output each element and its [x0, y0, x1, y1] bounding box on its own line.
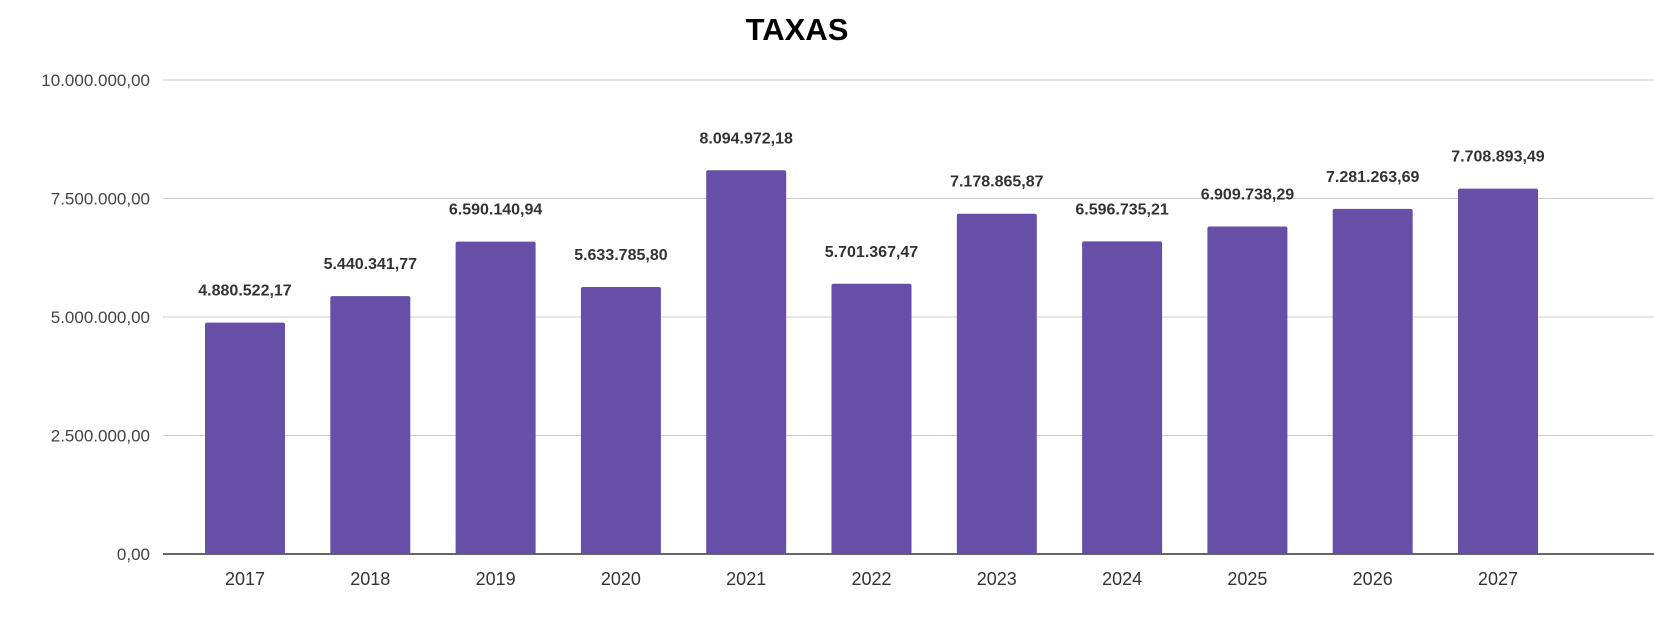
y-tick-label: 5.000.000,00 [51, 308, 150, 327]
data-label-2018: 5.440.341,77 [324, 256, 418, 273]
data-label-2026: 7.281.263,69 [1326, 169, 1420, 186]
bar-2022 [831, 283, 912, 554]
data-label-2017: 4.880.522,17 [198, 283, 292, 300]
bar-2018 [330, 296, 411, 554]
data-label-2022: 5.701.367,47 [825, 244, 919, 261]
data-label-2020: 5.633.785,80 [574, 247, 668, 264]
x-tick-label: 2020 [601, 569, 641, 589]
bars [205, 170, 1538, 555]
bar-2024 [1082, 241, 1163, 554]
data-label-2019: 6.590.140,94 [449, 202, 543, 219]
bar-2021 [706, 170, 787, 554]
y-axis-tick-labels: 0,00 2.500.000,00 5.000.000,00 7.500.000,00… [41, 71, 150, 564]
bar-2023 [956, 213, 1037, 555]
x-tick-label: 2023 [977, 569, 1017, 589]
data-label-2024: 6.596.735,21 [1075, 201, 1169, 218]
data-label-2023: 7.178.865,87 [950, 174, 1044, 191]
x-tick-label: 2027 [1478, 569, 1518, 589]
bar-2019 [455, 241, 536, 554]
x-tick-label: 2024 [1102, 569, 1142, 589]
x-tick-label: 2022 [851, 569, 891, 589]
data-label-2027: 7.708.893,49 [1451, 149, 1545, 166]
bar-2020 [580, 286, 661, 554]
bar-2017 [205, 322, 285, 554]
x-axis-tick-labels: 2017 2018 2019 2020 2021 2022 2023 2024 2025 2026… [225, 569, 1518, 589]
y-tick-label: 10.000.000,00 [41, 71, 150, 90]
bar-2025 [1207, 226, 1288, 555]
bar-2027 [1458, 188, 1538, 554]
chart-title: TAXAS [746, 12, 849, 47]
x-tick-label: 2021 [726, 569, 766, 589]
y-tick-label: 7.500.000,00 [51, 190, 150, 209]
x-tick-label: 2017 [225, 569, 265, 589]
y-tick-label: 2.500.000,00 [51, 427, 150, 446]
x-tick-label: 2025 [1227, 569, 1267, 589]
x-tick-label: 2018 [350, 569, 390, 589]
data-label-2025: 6.909.738,29 [1201, 186, 1295, 203]
data-label-2021: 8.094.972,18 [699, 130, 793, 147]
bar-2026 [1332, 208, 1413, 554]
data-labels: 4.880.522,17 5.440.341,77 6.590.140,94 5.63… [198, 130, 1545, 299]
y-tick-label: 0,00 [117, 545, 150, 564]
x-tick-label: 2026 [1353, 569, 1393, 589]
x-tick-label: 2019 [476, 569, 516, 589]
